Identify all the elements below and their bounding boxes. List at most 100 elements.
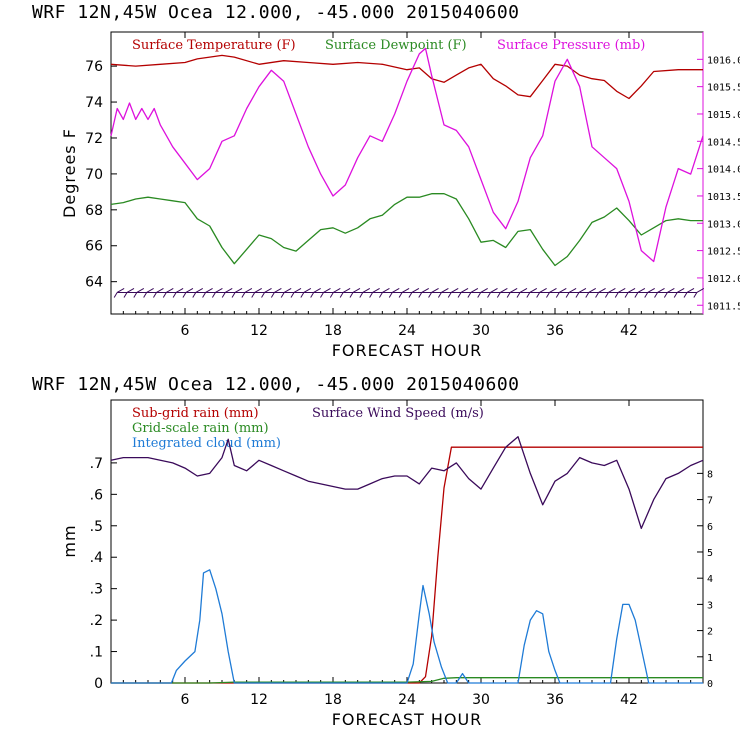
wind-barb [290,292,295,298]
x-tick-label: 6 [181,323,190,339]
wind-barb-flag [470,288,479,293]
y2-tick-label: 1 [707,653,713,664]
wind-barb-flag [215,288,223,293]
wind-barb-flag [224,288,233,293]
wind-barb [526,292,531,298]
wind-barb-flag [441,288,449,293]
wind-barb-flag [480,288,488,293]
x-tick-label: 12 [250,323,268,339]
wind-barb-flag [126,288,135,293]
y2-tick-label: 1015.5 [707,83,740,94]
y-axis-label: Degrees F [60,128,79,218]
y2-tick-label: 1011.5 [707,301,740,312]
wind-barb-flag [382,288,390,293]
wind-barb-flag [362,288,371,293]
x-tick-label: 12 [250,692,268,708]
wind-barb-flag [254,288,262,293]
wind-barb [143,292,148,298]
wind-barb-flag [234,288,243,293]
x-tick-label: 30 [472,692,490,708]
legend-integrated-cloud: Integrated cloud (mm) [132,436,281,451]
y-tick-label: 70 [85,167,103,183]
wind-barb-flag [333,288,341,293]
wind-barb-flag [116,288,125,293]
chart-title: WRF 12N,45W Ocea 12.000, -45.000 2015040… [32,2,520,23]
wind-barb [585,292,590,298]
wind-barb [231,292,236,298]
wind-barb [496,292,501,298]
wind-barb [644,292,649,298]
wind-barb-flag [509,288,518,293]
wind-barb [487,292,491,298]
x-tick-label: 6 [181,692,190,708]
series-line-grid-scale-rain-mm [111,677,703,684]
y-tick-label: 76 [85,59,103,75]
wind-barb [211,292,216,298]
wind-barb [221,292,226,298]
wind-barb-flag [450,288,459,293]
wind-barb [457,292,462,298]
legend-surface-temperature: Surface Temperature (F) [132,38,296,53]
wind-barb [428,292,432,298]
legend-surface-pressure: Surface Pressure (mb) [497,38,645,53]
wind-barb-flag [568,288,577,293]
wind-barb-flag [303,288,312,293]
x-tick-label: 30 [472,323,490,339]
y-tick-label: 66 [85,239,103,255]
wind-barb [270,292,275,298]
wind-barb [123,292,128,298]
wind-barb-flag [637,288,646,293]
wind-barb-flag [588,288,597,293]
y-tick-label: .3 [90,582,103,598]
wind-barb [595,292,600,298]
wind-barb-flag [549,288,557,293]
wind-barb [555,292,560,298]
wind-barb [369,292,374,298]
y2-tick-label: 1016.0 [707,55,740,66]
wind-barb [153,292,157,298]
wind-barb-flag [696,288,705,293]
wind-barb [398,292,403,298]
wind-barb [280,292,285,298]
wind-barb [172,292,177,298]
chart-rain-cloud-wind: WRF 12N,45W Ocea 12.000, -45.000 2015040… [32,374,713,729]
wind-barb-flag [244,288,253,293]
y2-tick-label: 1012.5 [707,247,740,258]
wind-barb [477,292,482,298]
y2-tick-label: 7 [707,496,713,507]
x-tick-label: 42 [620,692,638,708]
wind-barb-flag [500,288,508,293]
x-tick-label: 24 [398,692,416,708]
wind-barb [467,292,472,298]
wind-barb-flag [323,288,331,293]
wind-barb-flag [598,288,606,293]
wind-barb [388,292,393,298]
legend-sub-grid-rain: Sub-grid rain (mm) [132,406,259,421]
wind-barb-flag [519,288,528,293]
wind-barb-flag [627,288,636,293]
wind-barb [437,292,442,298]
y2-tick-label: 2 [707,627,713,638]
legend-surface-wind-speed: Surface Wind Speed (m/s) [312,406,484,421]
wind-barb-flag [460,288,469,293]
wind-barb-flag [657,288,665,293]
wind-barb-flag [411,288,420,293]
wind-barb [192,292,197,298]
y2-tick-label: 0 [707,679,713,690]
wind-barb [673,292,678,298]
series-line-surface-wind-speed-m-s [110,436,704,530]
y-tick-label: .7 [90,456,103,472]
wind-barb-flag [686,288,695,293]
y-tick-label: 64 [85,275,103,291]
wind-barb [683,292,688,298]
wind-barb-flag [293,288,302,293]
wind-barb-flag [185,288,194,293]
wind-barb [310,292,315,298]
y2-tick-label: 1015.0 [707,110,740,121]
wind-barb [614,292,619,298]
y-tick-label: .5 [90,519,103,535]
x-tick-label: 36 [546,692,564,708]
y2-tick-label: 4 [707,574,713,585]
wind-barb [506,292,511,298]
